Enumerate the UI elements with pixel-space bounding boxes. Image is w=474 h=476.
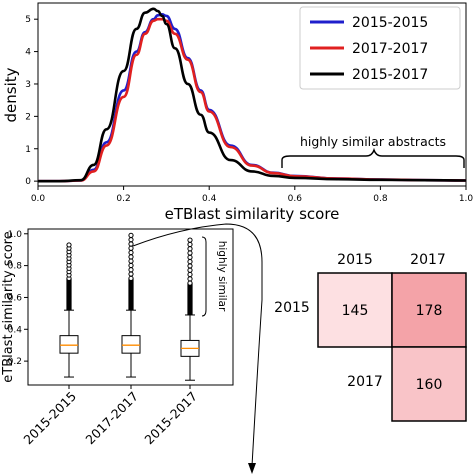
density-ytick-label-4: 4 [25,48,31,58]
density-xtick-label-2: 0.4 [202,194,217,204]
box-2015-2017 [180,237,200,381]
arrow-head [248,463,256,474]
density-line-2017-2017 [37,17,467,183]
overlap-matrix: 2015 2017 2015 2017 145 178 160 [274,252,467,422]
legend-label-2015-2017: 2015-2017 [352,67,428,83]
highly-similar-abstracts-label: highly similar abstracts [300,134,446,149]
density-xlabel: eTBlast similarity score [165,205,340,223]
box-outliers-dense [187,283,193,315]
matrix-row-2015: 2015 [274,300,310,316]
highly-similar-label: highly similar [216,241,228,312]
box-outlier [66,242,72,248]
density-legend: 2015-2015 2017-2017 2015-2017 [299,6,461,90]
box-outlier [128,275,134,281]
box-ytick-label-3: 0.8 [8,262,23,272]
matrix-value-145: 145 [342,303,369,319]
density-ytick-label-3: 3 [25,80,31,90]
matrix-row-2017: 2017 [347,374,383,390]
matrix-col-2015: 2015 [337,252,373,268]
box-outlier [128,245,134,251]
matrix-value-160: 160 [416,377,443,393]
box-outlier [128,241,134,247]
box-outlier [128,262,134,269]
box-outlier [187,276,193,282]
density-xtick-label-0: 0.0 [31,194,46,204]
box-outlier [128,249,134,256]
matrix-cell-2015-2015 [317,272,393,348]
box-outlier [187,246,193,252]
box-outlier [187,263,193,269]
connector-arrow [132,223,263,467]
box-outlier [187,280,193,286]
matrix-value-178: 178 [416,303,443,319]
highly-similar-bracket [201,236,207,317]
density-ylabel: density [2,67,20,122]
box-ylabel: eTBlast similarity score [1,231,16,383]
box-category-2015-2017: 2015-2017 [141,389,200,448]
legend-label-2015-2015: 2015-2015 [352,15,428,31]
box-iqr [59,335,79,354]
box-outlier [128,237,134,243]
box-outlier [187,250,193,256]
density-ytick-label-1: 1 [25,145,31,155]
legend-label-2017-2017: 2017-2017 [352,41,428,57]
box-outlier [187,271,193,278]
box-outliers-dense [128,278,134,311]
legend-frame [299,6,461,90]
box-ytick-label-4: 1.0 [8,230,23,240]
box-2015-2015 [59,242,79,378]
box-2017-2017 [121,232,141,378]
box-outlier [187,259,193,265]
highly-similar-abstracts-brace [281,147,465,168]
box-ytick-label-0: 0.2 [8,357,22,367]
box-outlier [187,267,193,273]
box-outliers-dense [66,278,72,311]
box-outlier [187,241,193,248]
box-outlier [128,254,134,260]
box-outlier [187,237,193,243]
density-xtick-label-4: 0.8 [373,194,388,204]
density-chart: 0.0 0.2 0.4 0.6 0.8 1.0 0 1 2 3 4 5 eTBlast simila… [2,2,474,223]
density-plot-frame [37,2,467,187]
box-ytick-label-1: 0.4 [8,325,23,335]
density-ytick-label-5: 5 [25,15,31,25]
density-line-2015-2017 [37,7,467,183]
box-iqr [121,335,141,354]
matrix-col-2017: 2017 [410,252,446,268]
matrix-cell-2015-2017 [391,272,467,348]
box-outlier [128,271,134,277]
density-xtick-label-1: 0.2 [116,194,130,204]
box-category-2017-2017: 2017-2017 [82,389,141,448]
density-ytick-label-2: 2 [25,112,31,122]
box-ytick-label-2: 0.6 [8,293,23,303]
box-outlier [128,267,134,273]
density-xtick-label-3: 0.6 [288,194,303,204]
matrix-cell-2017-2017 [391,346,467,422]
box-outlier [187,254,193,260]
box-outlier [128,258,134,264]
density-ytick-label-0: 0 [25,177,31,187]
box-outlier [128,232,134,238]
box-category-2015-2015: 2015-2015 [20,389,79,448]
density-xtick-label-5: 1.0 [459,194,474,204]
box-plot-chart: 0.2 0.4 0.6 0.8 1.0 2015-2015 2017-2017 2015-2… [1,223,263,474]
